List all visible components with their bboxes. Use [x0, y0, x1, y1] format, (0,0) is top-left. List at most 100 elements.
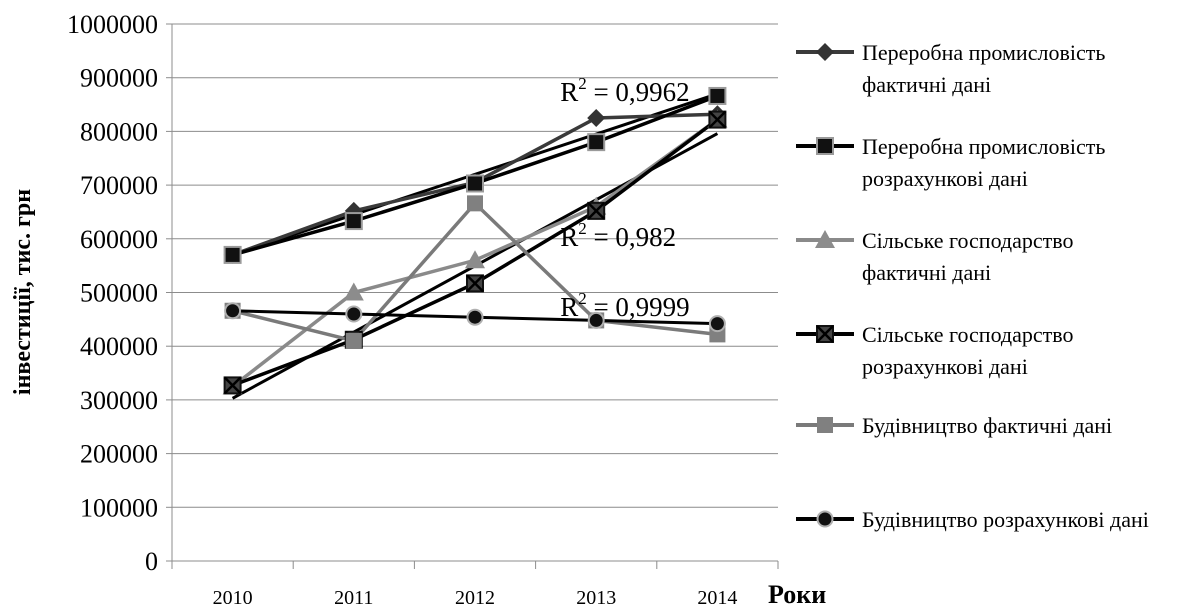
legend-label-line: Сільське господарство: [862, 322, 1074, 347]
legend-item: Будівництво розрахункові дані: [796, 507, 1149, 532]
x-axis-title: Роки: [768, 580, 826, 609]
r2-label: R2 = 0,982: [560, 219, 676, 252]
data-point: [708, 86, 727, 105]
legend-label-line: фактичні дані: [862, 72, 991, 97]
data-point: [467, 195, 483, 212]
x-tick-label: 2010: [213, 587, 253, 609]
x-stroke: [587, 201, 606, 220]
legend-item: Сільське господарство фактичні дані: [796, 228, 1074, 285]
square-marker: [587, 133, 606, 152]
x-stroke: [223, 376, 242, 395]
legend-item: Переробна промисловість фактичні дані: [796, 40, 1105, 97]
circle-marker: [587, 311, 605, 329]
y-tick-label: 200000: [80, 440, 158, 469]
data-point: [223, 376, 242, 395]
triangle-marker: [815, 230, 835, 248]
y-tick-label: 1000000: [67, 10, 158, 39]
legend-label-line: фактичні дані: [862, 260, 991, 285]
data-point: [708, 110, 727, 129]
series-markers: [222, 86, 728, 395]
legend: Переробна промисловість фактичні даніПере…: [796, 40, 1149, 532]
data-point: [465, 250, 485, 269]
r2-symbol: R: [560, 292, 578, 322]
r2-symbol: R: [560, 77, 578, 107]
r2-label: R2 = 0,9999: [560, 289, 690, 322]
legend-item: Переробна промисловість розрахункові дані: [796, 134, 1105, 191]
data-point: [345, 332, 362, 349]
data-point: [466, 274, 484, 293]
circle-marker: [816, 510, 834, 528]
legend-marker: [817, 417, 833, 433]
r2-value: = 0,9962: [587, 77, 690, 107]
square-marker: [223, 245, 242, 264]
legend-marker: [815, 230, 835, 248]
y-tick-label: 700000: [80, 171, 158, 200]
x-tick-label: 2011: [334, 587, 373, 609]
y-axis-title: інвестиції, тис. грн: [10, 189, 36, 395]
y-tick-label: 900000: [80, 64, 158, 93]
y-tick-label: 0: [145, 547, 158, 576]
x-stroke: [816, 325, 834, 343]
legend-label-line: розрахункові дані: [862, 166, 1028, 191]
data-point: [224, 302, 242, 320]
diamond-marker: [587, 108, 606, 127]
square-marker: [467, 195, 483, 212]
diamond-marker: [816, 43, 834, 61]
x-tick-label: 2013: [576, 587, 616, 609]
y-tick-label: 800000: [80, 117, 158, 146]
y-tick-labels: 0 100000 200000 300000 400000 500000 600000 700…: [67, 10, 158, 576]
y-tick-label: 600000: [80, 225, 158, 254]
legend-label-line: Переробна промисловість: [862, 134, 1105, 159]
circle-marker: [466, 308, 484, 326]
r2-label: R2 = 0,9962: [560, 74, 690, 107]
x-tick-label: 2012: [455, 587, 495, 609]
data-point: [587, 133, 606, 152]
r2-value: = 0,982: [587, 222, 676, 252]
x-tick-label: 2014: [697, 587, 737, 609]
data-point: [587, 311, 605, 329]
circle-marker: [345, 305, 363, 323]
legend-label: Переробна промисловість розрахункові дані: [862, 134, 1105, 191]
legend-label-line: розрахункові дані: [862, 354, 1028, 379]
data-point: [466, 308, 484, 326]
square-marker: [816, 137, 834, 155]
square-marker: [345, 332, 362, 349]
legend-item: Будівництво фактичні дані: [796, 413, 1112, 438]
x-stroke: [466, 274, 484, 293]
square-marker: [708, 86, 727, 105]
legend-label: Переробна промисловість фактичні дані: [862, 40, 1105, 97]
r2-superscript: 2: [578, 219, 587, 238]
r2-value: = 0,9999: [587, 292, 690, 322]
legend-marker: [816, 137, 834, 155]
triangle-marker: [465, 250, 485, 269]
data-point: [343, 282, 364, 301]
legend-item: Сільське господарство розрахункові дані: [796, 322, 1074, 379]
data-point: [345, 305, 363, 323]
legend-label-line: Переробна промисловість: [862, 40, 1105, 65]
legend-marker: [816, 325, 834, 343]
x-tick-labels: 2010 2011 2012 2013 2014: [213, 587, 738, 609]
circle-marker: [708, 315, 726, 333]
legend-label: Будівництво фактичні дані: [862, 413, 1112, 438]
data-point: [466, 174, 484, 193]
data-point: [587, 201, 606, 220]
circle-marker: [224, 302, 242, 320]
square-marker: [344, 212, 363, 231]
y-tick-label: 300000: [80, 386, 158, 415]
r2-superscript: 2: [578, 289, 587, 308]
legend-marker: [816, 43, 834, 61]
r2-superscript: 2: [578, 74, 587, 93]
r2-symbol: R: [560, 222, 578, 252]
square-marker: [466, 174, 484, 193]
x-stroke: [708, 110, 727, 129]
axes: [166, 23, 779, 569]
legend-marker: [816, 510, 834, 528]
legend-label-line: Будівництво фактичні дані: [862, 413, 1112, 438]
legend-label: Будівництво розрахункові дані: [862, 507, 1149, 532]
data-point: [223, 245, 242, 264]
legend-label-line: Будівництво розрахункові дані: [862, 507, 1149, 532]
legend-label: Сільське господарство розрахункові дані: [862, 322, 1074, 379]
y-tick-label: 400000: [80, 332, 158, 361]
